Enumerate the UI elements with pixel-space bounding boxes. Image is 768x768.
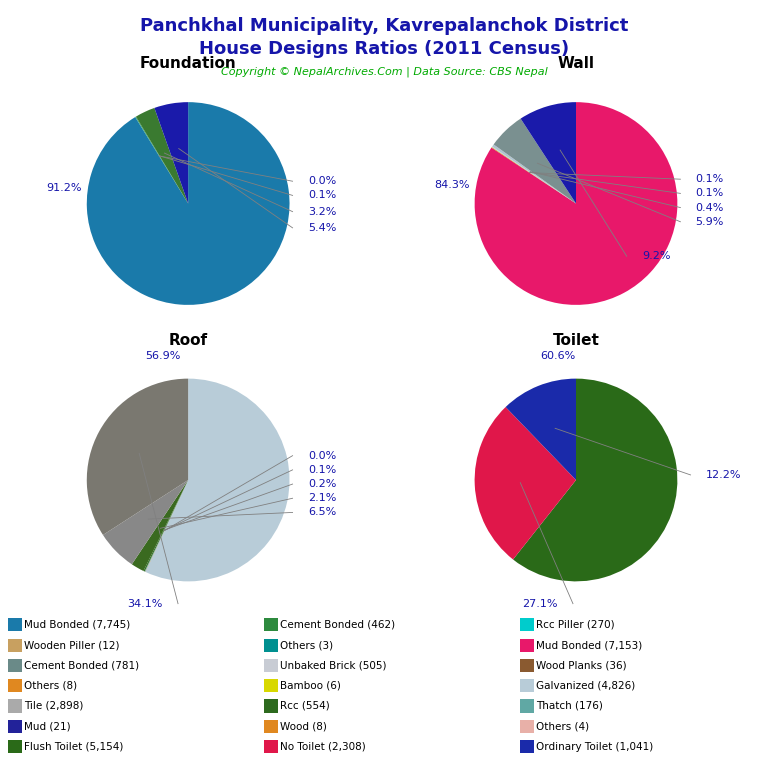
Wedge shape	[136, 108, 188, 204]
Wedge shape	[87, 379, 188, 535]
Wedge shape	[505, 379, 576, 480]
Text: Wood (8): Wood (8)	[280, 721, 327, 731]
Text: Galvanized (4,826): Galvanized (4,826)	[536, 680, 636, 690]
Text: Panchkhal Municipality, Kavrepalanchok District: Panchkhal Municipality, Kavrepalanchok D…	[140, 17, 628, 35]
Text: Cement Bonded (781): Cement Bonded (781)	[25, 660, 140, 670]
Text: 0.0%: 0.0%	[308, 451, 336, 461]
Text: Others (3): Others (3)	[280, 640, 333, 650]
Text: 91.2%: 91.2%	[47, 184, 82, 194]
Text: 56.9%: 56.9%	[145, 351, 180, 361]
Wedge shape	[132, 480, 188, 571]
Text: 2.1%: 2.1%	[308, 493, 336, 503]
Wedge shape	[145, 379, 290, 581]
Text: 84.3%: 84.3%	[435, 180, 470, 190]
Text: 0.1%: 0.1%	[696, 174, 724, 184]
Text: Wood Planks (36): Wood Planks (36)	[536, 660, 627, 670]
Text: Others (8): Others (8)	[25, 680, 78, 690]
Text: Mud Bonded (7,153): Mud Bonded (7,153)	[536, 640, 643, 650]
Text: Mud (21): Mud (21)	[25, 721, 71, 731]
Wedge shape	[492, 144, 576, 204]
Text: 0.4%: 0.4%	[696, 203, 724, 213]
Text: 9.2%: 9.2%	[642, 251, 670, 261]
Text: Rcc (554): Rcc (554)	[280, 701, 330, 711]
Title: Foundation: Foundation	[140, 57, 237, 71]
Wedge shape	[492, 147, 576, 204]
Text: Thatch (176): Thatch (176)	[536, 701, 603, 711]
Text: 6.5%: 6.5%	[308, 508, 336, 518]
Text: Wooden Piller (12): Wooden Piller (12)	[25, 640, 120, 650]
Wedge shape	[154, 102, 188, 204]
Text: 3.2%: 3.2%	[308, 207, 336, 217]
Wedge shape	[87, 102, 290, 305]
Text: 0.1%: 0.1%	[308, 465, 336, 475]
Wedge shape	[475, 407, 576, 559]
Wedge shape	[145, 480, 188, 572]
Text: 5.4%: 5.4%	[308, 223, 336, 233]
Wedge shape	[144, 480, 188, 572]
Text: Mud Bonded (7,745): Mud Bonded (7,745)	[25, 620, 131, 630]
Text: Copyright © NepalArchives.Com | Data Source: CBS Nepal: Copyright © NepalArchives.Com | Data Sou…	[220, 66, 548, 77]
Wedge shape	[144, 480, 188, 571]
Text: Others (4): Others (4)	[536, 721, 590, 731]
Title: Wall: Wall	[558, 57, 594, 71]
Text: 12.2%: 12.2%	[706, 470, 741, 480]
Text: Ordinary Toilet (1,041): Ordinary Toilet (1,041)	[536, 742, 654, 752]
Text: Bamboo (6): Bamboo (6)	[280, 680, 341, 690]
Wedge shape	[103, 480, 188, 564]
Text: 27.1%: 27.1%	[522, 599, 558, 609]
Title: Roof: Roof	[169, 333, 207, 348]
Text: 5.9%: 5.9%	[696, 217, 724, 227]
Text: 0.1%: 0.1%	[308, 190, 336, 200]
Text: 34.1%: 34.1%	[127, 599, 163, 609]
Wedge shape	[492, 147, 576, 204]
Wedge shape	[135, 117, 188, 204]
Text: Tile (2,898): Tile (2,898)	[25, 701, 84, 711]
Text: 0.1%: 0.1%	[696, 188, 724, 198]
Text: 60.6%: 60.6%	[540, 351, 575, 361]
Text: House Designs Ratios (2011 Census): House Designs Ratios (2011 Census)	[199, 40, 569, 58]
Text: Unbaked Brick (505): Unbaked Brick (505)	[280, 660, 387, 670]
Text: 0.2%: 0.2%	[308, 479, 336, 489]
Wedge shape	[135, 117, 188, 204]
Wedge shape	[494, 118, 576, 204]
Title: Toilet: Toilet	[552, 333, 600, 348]
Text: Flush Toilet (5,154): Flush Toilet (5,154)	[25, 742, 124, 752]
Text: Rcc Piller (270): Rcc Piller (270)	[536, 620, 615, 630]
Text: Cement Bonded (462): Cement Bonded (462)	[280, 620, 396, 630]
Wedge shape	[513, 379, 677, 581]
Text: 0.0%: 0.0%	[308, 176, 336, 186]
Wedge shape	[521, 102, 576, 204]
Wedge shape	[475, 102, 677, 305]
Text: No Toilet (2,308): No Toilet (2,308)	[280, 742, 366, 752]
